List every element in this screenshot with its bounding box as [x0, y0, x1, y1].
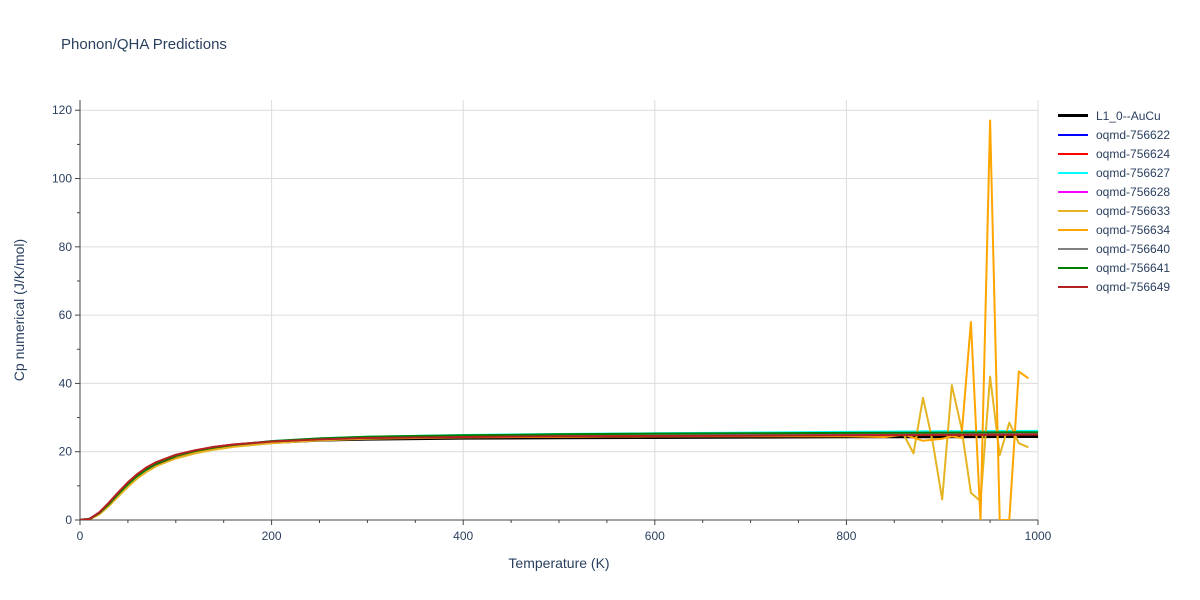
- y-axis-label: Cp numerical (J/K/mol): [11, 239, 27, 381]
- series-line-oqmd-756649: [80, 433, 1038, 520]
- plot-area: [80, 119, 1038, 520]
- legend-swatch: [1058, 114, 1088, 117]
- y-tick-label: 40: [59, 376, 73, 390]
- y-tick-label: 120: [52, 103, 72, 117]
- legend-label: oqmd-756627: [1096, 165, 1171, 180]
- grid-lines: [80, 100, 1039, 520]
- legend-swatch: [1058, 171, 1088, 174]
- chart-title: Phonon/QHA Predictions: [61, 36, 227, 53]
- x-tick-label: 800: [836, 529, 856, 543]
- y-tick-label: 60: [59, 308, 73, 322]
- legend-item[interactable]: oqmd-756649: [1058, 277, 1170, 296]
- legend-label: oqmd-756641: [1096, 260, 1171, 275]
- legend-swatch: [1058, 190, 1088, 193]
- series-line-oqmd-756627: [80, 429, 1038, 520]
- legend-swatch: [1058, 285, 1088, 288]
- tick-labels: 0 200 400 600 800 1000 0 20 40 60 80 100 120: [52, 103, 1052, 543]
- legend-label: oqmd-756640: [1096, 241, 1171, 256]
- legend-label: oqmd-756649: [1096, 279, 1171, 294]
- legend-label: oqmd-756634: [1096, 222, 1171, 237]
- legend-item[interactable]: L1_0--AuCu: [1058, 106, 1170, 125]
- series-line-oqmd-756634: [80, 119, 1029, 520]
- x-tick-label: 600: [645, 529, 665, 543]
- legend-item[interactable]: oqmd-756633: [1058, 201, 1170, 220]
- legend-swatch: [1058, 247, 1088, 250]
- y-tick-label: 100: [52, 172, 72, 186]
- y-tick-label: 20: [59, 445, 73, 459]
- legend-swatch: [1058, 228, 1088, 231]
- legend-swatch: [1058, 152, 1088, 155]
- x-axis-label: Temperature (K): [508, 555, 609, 571]
- legend-label: oqmd-756624: [1096, 146, 1171, 161]
- legend-item[interactable]: oqmd-756627: [1058, 163, 1170, 182]
- legend-label: oqmd-756622: [1096, 127, 1171, 142]
- legend-item[interactable]: oqmd-756640: [1058, 239, 1170, 258]
- x-tick-label: 0: [77, 529, 84, 543]
- legend-label: oqmd-756633: [1096, 203, 1171, 218]
- y-tick-label: 80: [59, 240, 73, 254]
- legend-item[interactable]: oqmd-756624: [1058, 144, 1170, 163]
- series-line-oqmd-756633: [80, 375, 1029, 520]
- legend-swatch: [1058, 209, 1088, 212]
- legend-item[interactable]: oqmd-756641: [1058, 258, 1170, 277]
- legend-label: oqmd-756628: [1096, 184, 1171, 199]
- legend-label: L1_0--AuCu: [1096, 108, 1161, 123]
- legend-swatch: [1058, 133, 1088, 136]
- x-tick-label: 1000: [1025, 529, 1052, 543]
- legend-item[interactable]: oqmd-756628: [1058, 182, 1170, 201]
- legend-item[interactable]: oqmd-756634: [1058, 220, 1170, 239]
- y-tick-label: 0: [65, 513, 72, 527]
- legend: L1_0--AuCu oqmd-756622 oqmd-756624 oqmd-756…: [1058, 106, 1170, 296]
- x-tick-label: 400: [453, 529, 473, 543]
- axes: [75, 100, 1039, 525]
- legend-swatch: [1058, 266, 1088, 269]
- legend-item[interactable]: oqmd-756622: [1058, 125, 1170, 144]
- x-tick-label: 200: [262, 529, 282, 543]
